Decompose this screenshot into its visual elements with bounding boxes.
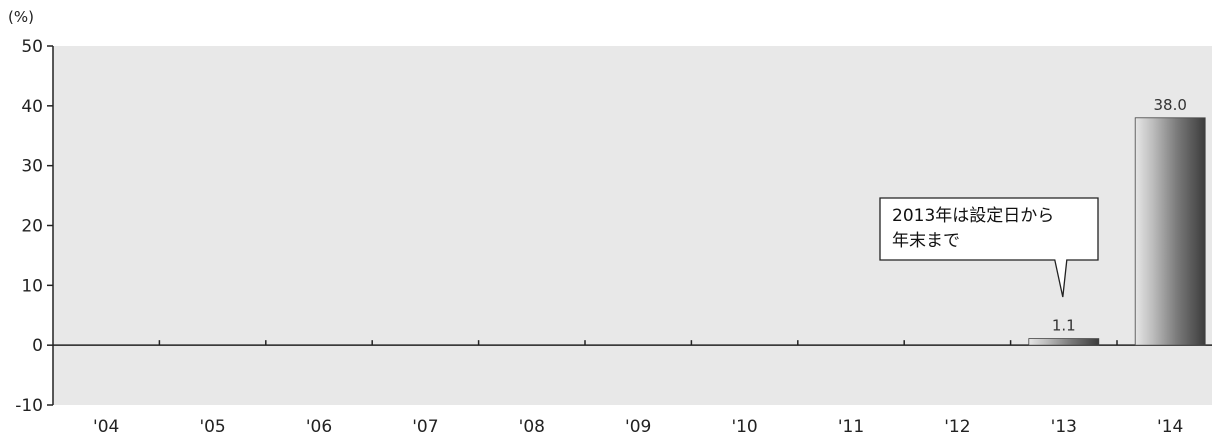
- x-category-label: '04: [93, 417, 119, 437]
- data-labels: 1.1 38.0: [1052, 96, 1187, 335]
- callout-box: [879, 197, 1099, 298]
- bar-value-label: 38.0: [1153, 96, 1186, 114]
- callout-line-2: 年末まで: [892, 231, 960, 251]
- bar: [1134, 117, 1206, 346]
- y-unit-label: (%): [8, 8, 34, 26]
- x-category-label: '14: [1157, 417, 1183, 437]
- x-category-label: '11: [838, 417, 864, 437]
- y-tick-label: 20: [21, 217, 43, 237]
- x-category-label: '09: [625, 417, 651, 437]
- x-category-label: '06: [306, 417, 332, 437]
- y-tick-label: 0: [32, 336, 43, 356]
- y-tick-label: 30: [21, 157, 43, 177]
- y-tick-label: -10: [15, 396, 43, 416]
- bar: [1028, 338, 1100, 346]
- x-category-label: '10: [731, 417, 757, 437]
- bars: [1028, 117, 1206, 346]
- x-category-label: '13: [1051, 417, 1077, 437]
- y-tick-label: 10: [21, 276, 43, 296]
- y-axis: -10 0 10 20 30 40 50: [15, 37, 54, 416]
- x-category-label: '12: [944, 417, 970, 437]
- y-tick-label: 40: [21, 97, 43, 117]
- x-category-label: '08: [519, 417, 545, 437]
- bar-value-label: 1.1: [1052, 317, 1076, 335]
- x-category-label: '05: [199, 417, 225, 437]
- callout-annotation: 2013年は設定日から 年末まで: [879, 197, 1099, 298]
- callout-line-1: 2013年は設定日から: [892, 206, 1054, 226]
- x-axis: '04 '05 '06 '07 '08 '09 '10 '11 '12 '13 '14: [53, 340, 1212, 437]
- y-tick-label: 50: [21, 37, 43, 57]
- x-category-label: '07: [412, 417, 438, 437]
